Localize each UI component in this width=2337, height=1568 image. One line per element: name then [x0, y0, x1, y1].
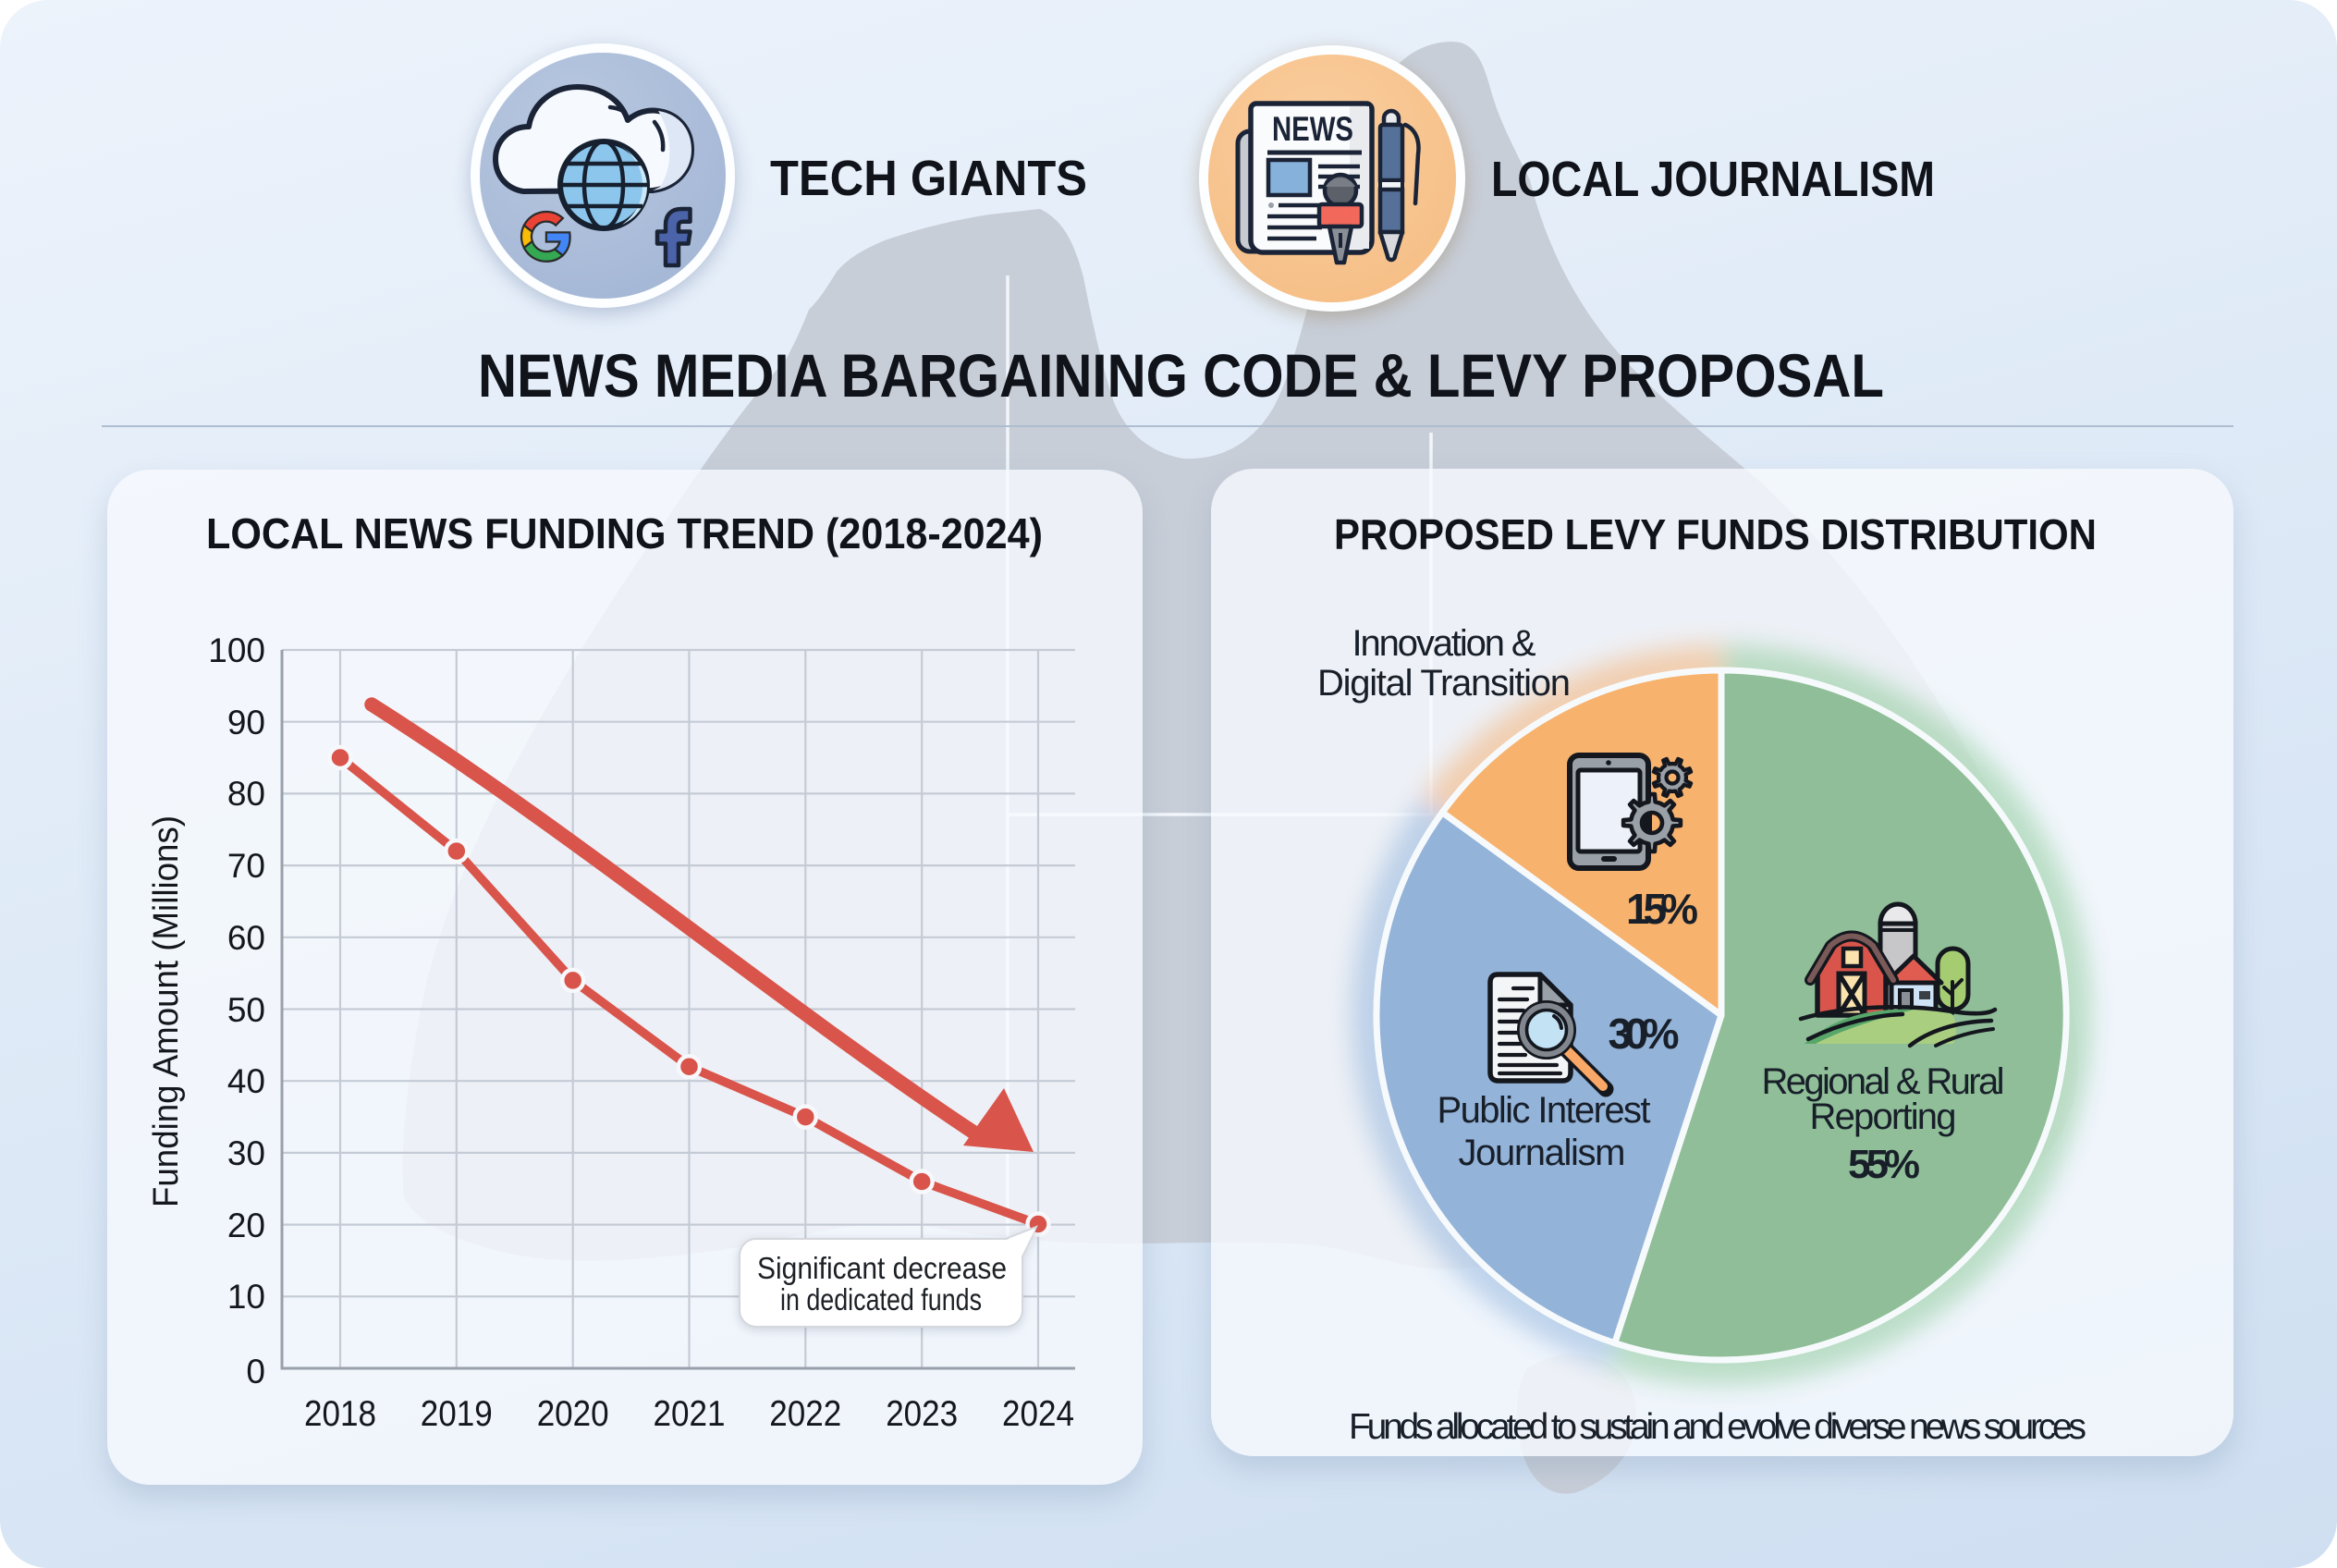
- svg-text:55%: 55%: [1848, 1142, 1920, 1187]
- svg-text:80: 80: [227, 775, 265, 813]
- svg-text:2022: 2022: [769, 1394, 841, 1434]
- svg-text:Regional & Rural: Regional & Rural: [1762, 1061, 2005, 1102]
- svg-text:PROPOSED LEVY FUNDS DISTRIBUTI: PROPOSED LEVY FUNDS DISTRIBUTION: [1334, 510, 2097, 558]
- svg-text:TECH GIANTS: TECH GIANTS: [770, 151, 1087, 206]
- svg-text:100: 100: [208, 631, 265, 669]
- svg-text:60: 60: [227, 919, 265, 957]
- svg-text:NEWS: NEWS: [1272, 110, 1353, 148]
- svg-text:in dedicated funds: in dedicated funds: [780, 1282, 982, 1317]
- svg-text:20: 20: [227, 1207, 265, 1244]
- svg-text:40: 40: [227, 1062, 265, 1100]
- svg-text:70: 70: [227, 847, 265, 885]
- svg-text:90: 90: [227, 704, 265, 741]
- svg-text:LOCAL NEWS FUNDING TREND (2018: LOCAL NEWS FUNDING TREND (2018-2024): [206, 509, 1043, 557]
- svg-text:Innovation &: Innovation &: [1352, 623, 1536, 664]
- svg-text:2020: 2020: [537, 1394, 609, 1434]
- svg-text:15%: 15%: [1626, 885, 1698, 933]
- svg-text:2019: 2019: [421, 1394, 493, 1434]
- svg-text:2023: 2023: [886, 1394, 958, 1434]
- svg-text:2021: 2021: [654, 1394, 726, 1434]
- svg-text:30%: 30%: [1609, 1010, 1680, 1058]
- svg-text:Digital Transition: Digital Transition: [1317, 663, 1571, 704]
- svg-text:Significant decrease: Significant decrease: [757, 1251, 1007, 1285]
- svg-text:10: 10: [227, 1278, 265, 1316]
- svg-text:NEWS MEDIA BARGAINING CODE & L: NEWS MEDIA BARGAINING CODE & LEVY PROPOS…: [478, 341, 1884, 410]
- svg-text:30: 30: [227, 1134, 265, 1172]
- svg-text:2018: 2018: [304, 1394, 376, 1434]
- svg-text:Reporting: Reporting: [1810, 1096, 1957, 1137]
- svg-text:2024: 2024: [1002, 1394, 1074, 1434]
- svg-text:0: 0: [246, 1353, 265, 1390]
- svg-text:Funding Amount (Millions): Funding Amount (Millions): [147, 815, 186, 1207]
- svg-text:Journalism: Journalism: [1459, 1133, 1626, 1173]
- svg-text:Funds allocated to sustain and: Funds allocated to sustain and evolve di…: [1349, 1407, 2086, 1447]
- svg-text:50: 50: [227, 991, 265, 1029]
- svg-text:LOCAL JOURNALISM: LOCAL JOURNALISM: [1491, 152, 1935, 207]
- svg-text:Public Interest: Public Interest: [1438, 1090, 1651, 1131]
